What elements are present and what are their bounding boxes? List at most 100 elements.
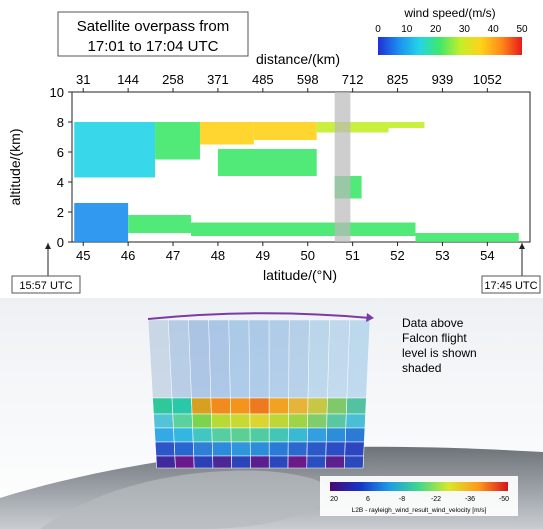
wind-regions [74, 122, 519, 242]
x-tick-label: 48 [211, 248, 225, 263]
profile-cell [344, 441, 365, 457]
profile-cell [188, 319, 212, 399]
profile-cell [306, 441, 327, 457]
profile-cell [268, 427, 289, 443]
profile-cell [154, 427, 175, 443]
profile-cell [249, 441, 270, 457]
profile-cell [191, 397, 212, 415]
profile-cell [212, 455, 233, 469]
scene-colorbar-tick-label: -50 [499, 496, 509, 503]
profile-cell [230, 427, 251, 443]
profile-cell [326, 413, 347, 429]
time-end-arrow-icon [519, 243, 525, 249]
top-tick-label: 939 [432, 72, 454, 87]
profile-cell [167, 319, 192, 399]
profile-cell [154, 441, 176, 457]
annotation-line-4: shaded [402, 361, 441, 375]
profile-cell [249, 413, 270, 429]
profile-cell [325, 455, 346, 469]
profile-cell [288, 397, 309, 415]
y-tick-label: 10 [50, 85, 64, 100]
annotation-line-3: level is shown [402, 346, 477, 360]
profile-cell [307, 413, 328, 429]
profile-cell [230, 397, 251, 415]
x-axis-ticks: 45 46 47 48 49 50 51 52 53 54 [76, 242, 495, 263]
y-axis-label: altitude/(km) [7, 128, 23, 205]
profile-cell [152, 397, 174, 415]
wind-region [316, 122, 389, 133]
profile-cell [325, 441, 346, 457]
wind-region [155, 122, 200, 160]
profile-cell [327, 319, 351, 399]
profile-cell [346, 319, 371, 399]
x-tick-label: 53 [435, 248, 449, 263]
profile-cell [211, 441, 232, 457]
profile-cell [306, 455, 327, 469]
profile-cell [268, 413, 289, 429]
profile-cell [153, 413, 174, 429]
x-tick-label: 51 [345, 248, 359, 263]
title-line-2: 17:01 to 17:04 UTC [88, 38, 219, 55]
wind-region [74, 203, 129, 242]
profile-cell [231, 455, 251, 469]
profile-cell [155, 455, 176, 469]
top-tick-label: 1052 [473, 72, 502, 87]
time-start-arrow-icon [45, 243, 51, 249]
scene-colorbar-ticks: 20 6 -8 -22 -36 -50 [330, 496, 509, 503]
x-tick-label: 49 [256, 248, 270, 263]
profile-cell [171, 397, 193, 415]
profile-cell [268, 455, 289, 469]
time-end-box [481, 275, 541, 294]
profile-cell [326, 397, 348, 415]
profile-cell [228, 319, 251, 399]
title-line-1: Satellite overpass from [77, 18, 230, 35]
profile-cell [249, 397, 270, 415]
time-start-box [11, 275, 81, 294]
profile-cell [248, 319, 270, 399]
top-axis-ticks: 31 144 258 371 485 598 712 825 939 1052 [76, 72, 502, 92]
top-tick-label: 371 [207, 72, 229, 87]
profile-cell [210, 397, 231, 415]
scene-colorbar-tick-label: -22 [431, 496, 441, 503]
x-tick-label: 50 [301, 248, 315, 263]
profile-cell [307, 397, 328, 415]
profile-cell [288, 413, 309, 429]
profile-cell [230, 413, 251, 429]
profile-cell [173, 441, 195, 457]
profile-cell [249, 427, 270, 443]
x-tick-label: 54 [480, 248, 494, 263]
profile-cell [268, 319, 290, 399]
profile-cell [345, 397, 367, 415]
profile-cell [287, 455, 308, 469]
wind-region [415, 233, 519, 242]
top-tick-label: 485 [252, 72, 274, 87]
scene-colorbar-title: L2B - rayleigh_wind_result_wind_velocity… [352, 507, 487, 514]
wind-profile-curtain [147, 319, 371, 469]
top-tick-label: 825 [387, 72, 409, 87]
y-tick-label: 8 [57, 115, 64, 130]
y-tick-label: 6 [57, 145, 64, 160]
profile-cell [191, 413, 213, 429]
profile-cell [250, 455, 270, 469]
top-tick-label: 258 [162, 72, 184, 87]
title-box [57, 11, 249, 57]
earth-land [40, 470, 329, 529]
profile-cell [147, 319, 173, 399]
scene-colorbar-tick-label: -36 [465, 496, 475, 503]
time-end-label: 17:45 UTC [484, 280, 537, 292]
top-tick-label: 144 [117, 72, 139, 87]
x-axis-label: latitude/(°N) [263, 267, 337, 283]
profile-top-arrow-icon [366, 313, 374, 322]
wind-region [74, 122, 156, 178]
profile-cell [174, 455, 195, 469]
y-tick-label: 4 [57, 175, 64, 190]
scene-colorbar-tick-label: 6 [366, 496, 370, 503]
time-start-label: 15:57 UTC [19, 280, 72, 292]
profile-cell [344, 427, 366, 443]
profile-cell [307, 319, 330, 399]
wind-region [199, 122, 254, 145]
profile-cell [268, 397, 289, 415]
colorbar-tick-label: 20 [430, 24, 442, 35]
profile-cell [192, 427, 213, 443]
